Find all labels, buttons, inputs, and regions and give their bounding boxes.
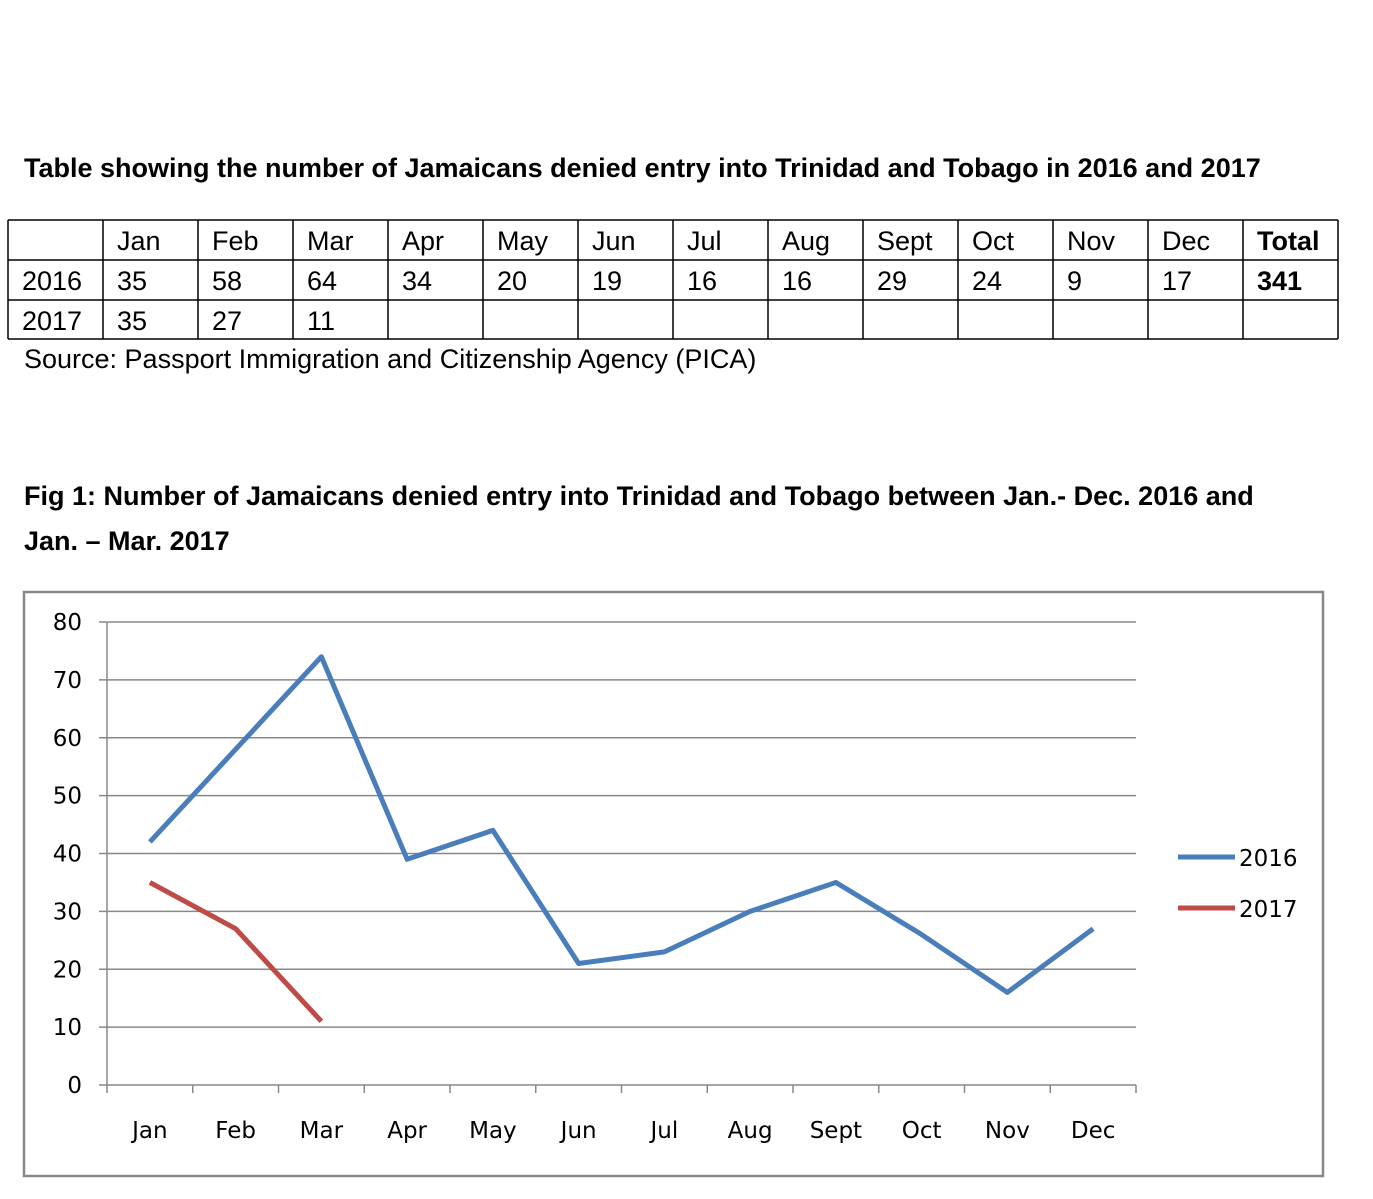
column-header: Apr: [402, 226, 444, 256]
column-header: Sept: [877, 226, 933, 256]
y-tick-label: 50: [53, 784, 82, 810]
column-header: Oct: [972, 226, 1015, 256]
x-tick-label: May: [469, 1118, 517, 1144]
column-header: Jul: [687, 226, 722, 256]
x-tick-label: Mar: [300, 1118, 344, 1144]
column-header: Jan: [117, 226, 161, 256]
column-header: Dec: [1162, 226, 1210, 256]
y-tick-label: 70: [53, 668, 82, 694]
x-tick-label: Nov: [985, 1118, 1030, 1144]
column-header: Feb: [212, 226, 259, 256]
cell: 11: [307, 306, 335, 336]
y-tick-label: 10: [53, 1015, 82, 1041]
figure-title: Fig 1: Number of Jamaicans denied entry …: [24, 481, 1254, 511]
column-header: Jun: [592, 226, 636, 256]
source: Source: Passport Immigration and Citizen…: [24, 344, 756, 374]
y-tick-label: 0: [67, 1073, 82, 1099]
cell: 17: [1162, 266, 1192, 296]
cell: 34: [402, 266, 432, 296]
cell: 58: [212, 266, 242, 296]
y-tick-label: 30: [53, 899, 82, 925]
cell: 16: [687, 266, 717, 296]
cell: 35: [117, 266, 147, 296]
series-line: [148, 880, 324, 1024]
legend-label: 2016: [1239, 846, 1298, 872]
x-tick-label: Jun: [559, 1118, 597, 1144]
legend-label: 2017: [1239, 897, 1298, 923]
x-tick-label: Aug: [728, 1118, 773, 1144]
cell: 9: [1067, 266, 1082, 296]
y-tick-label: 40: [53, 842, 82, 868]
chart-frame: [22, 590, 1325, 1178]
y-tick-label: 60: [53, 726, 82, 752]
x-tick-label: Sept: [810, 1118, 862, 1144]
column-header: Mar: [307, 226, 354, 256]
x-tick-label: Feb: [215, 1118, 256, 1144]
column-header: May: [497, 226, 549, 256]
figure-title: Jan. – Mar. 2017: [24, 526, 230, 556]
cell: 35: [117, 306, 147, 336]
x-tick-label: Oct: [902, 1118, 942, 1144]
row-label: 2016: [22, 266, 82, 296]
cell: 20: [497, 266, 527, 296]
y-tick-label: 80: [53, 610, 82, 636]
x-tick-label: Jan: [130, 1118, 167, 1144]
y-tick-label: 20: [53, 957, 82, 983]
cell: 19: [592, 266, 622, 296]
cell: 16: [782, 266, 812, 296]
x-tick-label: Jul: [648, 1118, 678, 1144]
x-tick-label: Apr: [387, 1118, 427, 1144]
cell: 29: [877, 266, 907, 296]
table-title: Table showing the number of Jamaicans de…: [24, 153, 1261, 183]
cell: 27: [212, 306, 242, 336]
x-tick-label: Dec: [1071, 1118, 1116, 1144]
column-header: Aug: [782, 226, 830, 256]
column-header: Nov: [1067, 226, 1116, 256]
column-header: Total: [1257, 226, 1320, 256]
cell-total: 341: [1257, 266, 1302, 296]
series-line: [148, 654, 1095, 995]
row-label: 2017: [22, 306, 82, 336]
cell: 24: [972, 266, 1002, 296]
cell: 64: [307, 266, 337, 296]
